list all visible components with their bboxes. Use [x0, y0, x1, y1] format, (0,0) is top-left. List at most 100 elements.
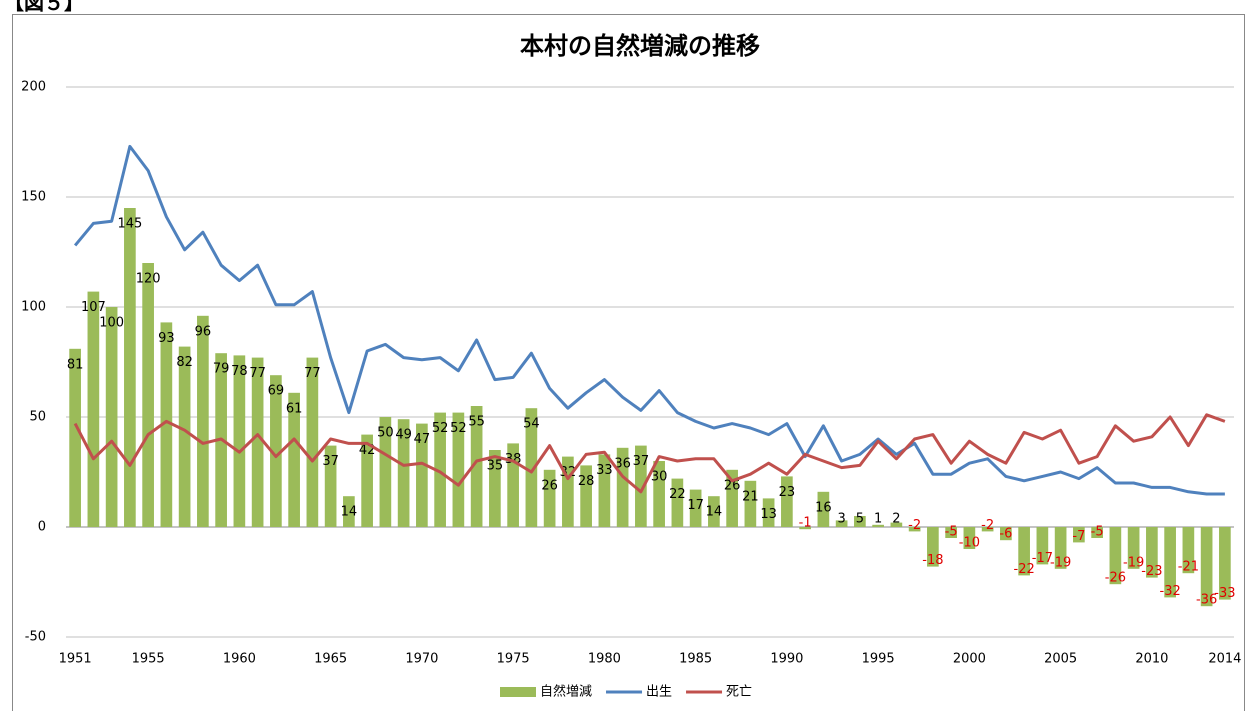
bar [124, 208, 136, 527]
bar [1127, 527, 1140, 569]
data-label: 52 [432, 421, 449, 436]
data-label: 78 [231, 364, 248, 379]
data-label: 30 [651, 470, 668, 485]
y-tick-label: 50 [29, 410, 46, 425]
legend-label: 死亡 [726, 685, 752, 700]
bar [87, 291, 100, 527]
x-tick-label: 1960 [223, 652, 256, 667]
data-label: 14 [341, 505, 358, 520]
line [73, 144, 1225, 496]
bar [708, 496, 720, 527]
bar [507, 443, 519, 527]
bar [288, 392, 300, 527]
chart-title: 本村の自然増減の推移 [520, 32, 760, 60]
data-label: 5 [856, 512, 864, 527]
bar [251, 357, 264, 527]
bar [270, 375, 282, 527]
y-tick-label: 200 [21, 80, 46, 95]
bar [343, 496, 355, 527]
x-tick-label: 1995 [862, 652, 895, 667]
data-label: 33 [596, 463, 613, 478]
x-tick-label: 1965 [314, 652, 347, 667]
bar [197, 315, 209, 527]
x-tick-label: 1975 [497, 652, 530, 667]
y-tick-label: 150 [21, 190, 46, 205]
bar [306, 357, 319, 527]
bar [361, 434, 373, 527]
bar [416, 423, 428, 527]
data-label: 120 [136, 272, 161, 287]
bar [835, 520, 848, 527]
data-label: 23 [779, 485, 796, 500]
bar [324, 445, 337, 527]
bar [981, 527, 994, 532]
data-label: 77 [304, 366, 321, 381]
bar [1109, 527, 1122, 585]
data-label: -6 [999, 527, 1012, 542]
data-label: -2 [908, 518, 921, 533]
data-label: -21 [1178, 560, 1199, 575]
bar [160, 322, 173, 527]
data-label: -5 [1091, 525, 1104, 540]
data-label: -18 [922, 553, 943, 568]
x-tick-label: 2000 [953, 652, 986, 667]
data-label: 96 [195, 324, 212, 339]
data-label: 79 [213, 362, 230, 377]
x-tick-label: 1990 [770, 652, 803, 667]
data-label: 21 [742, 489, 759, 504]
data-label: 49 [395, 428, 412, 443]
data-label: 82 [176, 355, 193, 370]
data-label: 3 [837, 512, 845, 527]
x-tick-label: 1980 [588, 652, 621, 667]
data-label: -19 [1050, 555, 1071, 570]
bar [799, 527, 811, 530]
bar [726, 469, 738, 527]
bar [543, 469, 556, 527]
line [73, 413, 1226, 494]
bar [872, 524, 884, 527]
bar [945, 527, 957, 538]
bar [1054, 527, 1067, 569]
data-label: 55 [468, 415, 485, 430]
data-label: 26 [541, 478, 558, 493]
data-label: 69 [268, 384, 285, 399]
x-tick-label: 2010 [1135, 652, 1168, 667]
data-label: 16 [815, 500, 832, 515]
bar [1200, 527, 1213, 607]
data-label: -32 [1160, 584, 1181, 599]
bar [1182, 527, 1195, 574]
x-tick-label: 2014 [1208, 652, 1241, 667]
y-tick-label: -50 [25, 630, 46, 645]
bar [562, 456, 574, 527]
bar [1219, 527, 1231, 600]
bar [580, 465, 592, 527]
data-label: -7 [1072, 529, 1085, 544]
data-label: 22 [669, 487, 686, 502]
bar [762, 498, 775, 527]
bar [653, 461, 665, 527]
x-tick-label: 1985 [679, 652, 712, 667]
data-label: 37 [322, 454, 339, 469]
data-label: -17 [1032, 551, 1053, 566]
bar [854, 516, 866, 527]
data-label: 26 [724, 478, 741, 493]
bar [890, 522, 903, 527]
legend-label: 自然増減 [540, 684, 592, 700]
bar [781, 476, 793, 527]
x-tick-label: 1955 [132, 652, 165, 667]
bar [908, 527, 921, 532]
data-label: 37 [633, 454, 650, 469]
data-label: 81 [67, 357, 84, 372]
data-label: 100 [99, 316, 124, 331]
bar [397, 419, 410, 527]
legend-label: 出生 [646, 685, 672, 700]
data-label: -36 [1196, 593, 1217, 608]
bar [452, 412, 465, 527]
bar [635, 445, 647, 527]
bar [927, 527, 939, 567]
data-label: -22 [1014, 562, 1035, 577]
bar [1018, 527, 1030, 576]
bar [379, 417, 392, 527]
bar [434, 412, 446, 527]
